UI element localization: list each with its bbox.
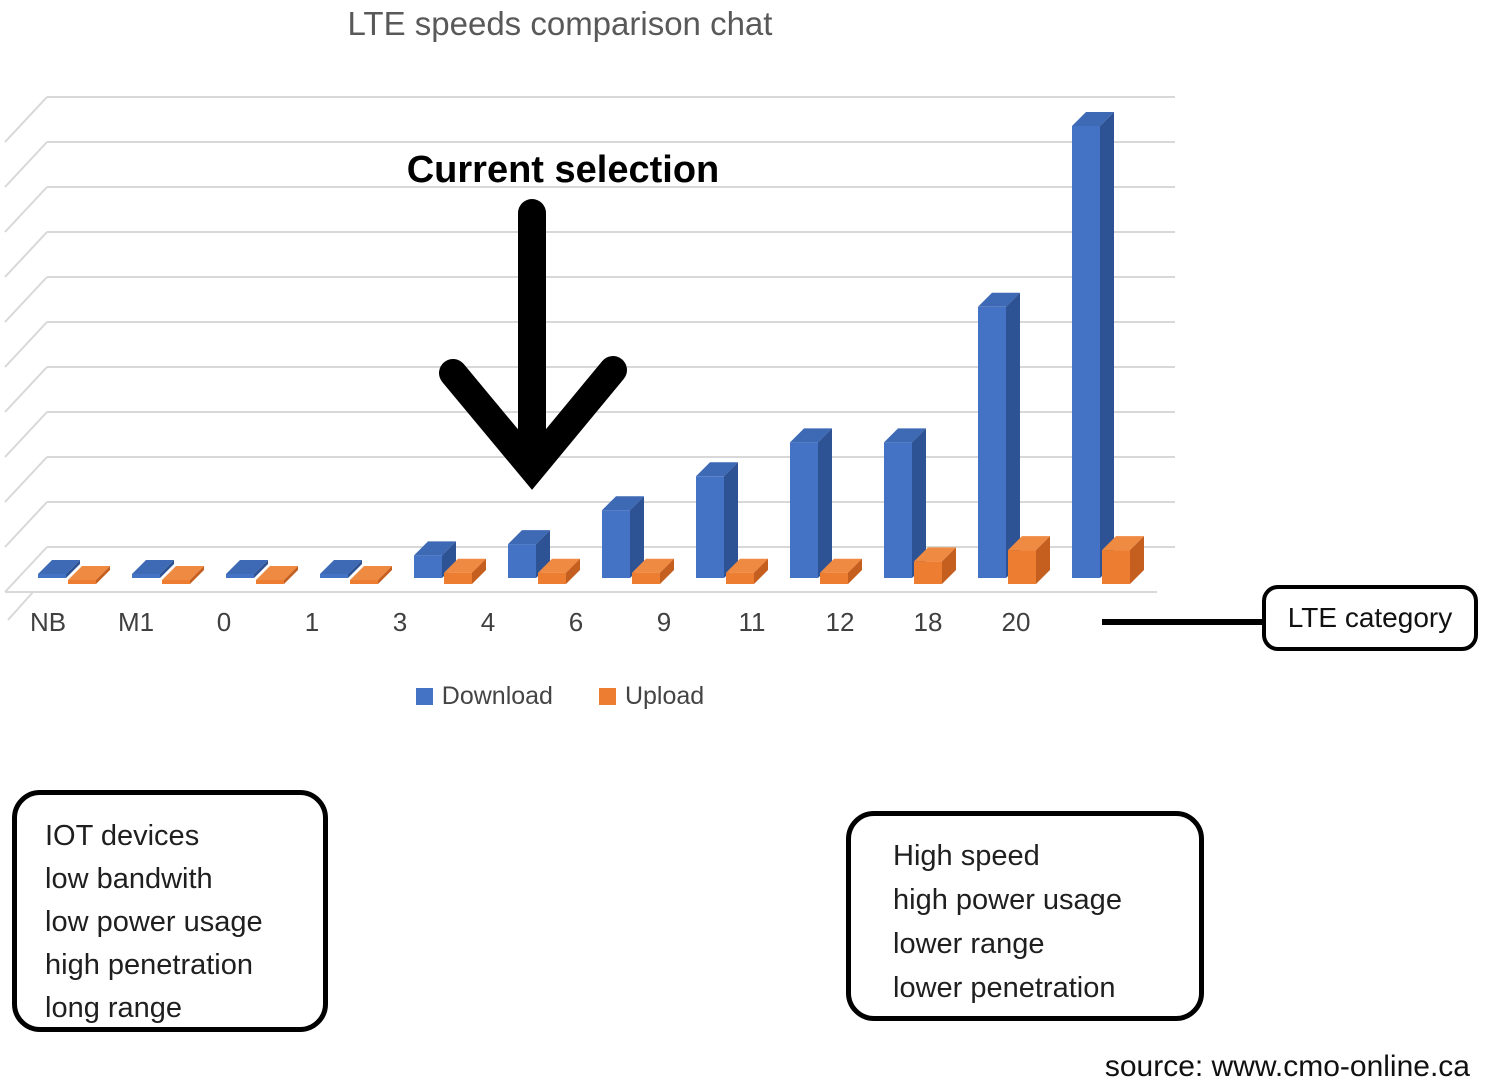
bar-upload-cat-9-side [754,558,768,584]
bar-upload-cat-4 [538,572,566,584]
x-axis-label-3: 3 [393,607,407,637]
gridline-diagonal [4,276,48,323]
legend-item-upload: Upload [598,682,705,711]
legend-label-upload: Upload [624,682,705,710]
bar-download-cat-20-side [1100,112,1114,578]
bar-upload-cat-M1 [162,580,190,584]
bar-upload-cat-12-side [942,547,956,584]
x-axis-label-0: 0 [217,607,231,637]
bar-download-cat-0 [226,574,254,578]
bar-upload-cat-11 [820,572,848,584]
legend-swatch-download [415,688,433,705]
bar-download-cat-4 [508,544,536,578]
gridline-diagonal [4,186,48,233]
bar-upload-cat-1-side [378,566,392,584]
bar-upload-cat-20 [1102,550,1130,584]
bar-download-cat-1-side [348,560,362,578]
legend-swatch-upload [598,688,616,705]
bar-download-cat-6 [602,510,630,578]
bar-upload-cat-11-side [848,558,862,584]
gridline-diagonal [4,321,48,368]
bar-download-cat-1 [320,574,348,578]
chart-legend: Download Upload [0,682,1120,711]
bar-download-cat-M1 [132,574,160,578]
x-axis-label-20: 20 [1002,607,1031,637]
current-selection-annotation: Current selection [406,149,720,191]
gridline-diagonal [4,546,48,593]
axis-corner-diagonal [7,591,34,621]
bar-download-cat-11-side [818,428,832,578]
bar-download-cat-20 [1072,126,1100,578]
bar-upload-cat-M1-side [190,566,204,584]
lte-category-callout: LTE category [1262,585,1478,651]
bar-upload-cat-6 [632,572,660,584]
bar-upload-cat-0-side [284,566,298,584]
bar-upload-cat-NB-side [96,566,110,584]
info-line: long range [45,992,183,1024]
bar-download-cat-18 [978,306,1006,578]
gridline-diagonal [4,96,48,143]
bar-upload-cat-9 [726,572,754,584]
bar-download-cat-3-side [442,541,456,578]
x-axis-label-9: 9 [657,607,671,637]
x-axis-label-4: 4 [481,607,495,637]
bar-download-cat-3 [414,555,442,578]
source-note: source: www.cmo-online.ca [1104,1050,1470,1083]
info-line: lower range [893,928,1045,960]
lte-3d-bar-chart: NB M1 0 1 3 4 6 9 11 12 18 20 [4,96,1175,637]
info-line: IOT devices [45,820,200,852]
legend-item-download: Download [415,682,553,711]
legend-label-download: Download [441,682,553,710]
info-line: high penetration [45,949,253,981]
gridline-diagonal [4,366,48,413]
bar-upload-cat-3 [444,572,472,584]
bar-upload-cat-3-side [472,558,486,584]
bar-download-cat-12-side [912,428,926,578]
bar-download-cat-11 [790,442,818,578]
bar-upload-cat-NB [68,580,96,584]
bar-upload-cat-4-side [566,558,580,584]
info-line: low bandwith [45,863,213,895]
x-axis-label-M1: M1 [118,607,154,637]
gridline-diagonal [4,456,48,503]
bar-download-cat-M1-side [160,560,174,578]
x-axis-label-1: 1 [305,607,319,637]
gridline-diagonal [4,231,48,278]
bar-upload-cat-0 [256,580,284,584]
info-line: low power usage [45,906,263,938]
bar-download-cat-NB [38,574,66,578]
x-axis-label-18: 18 [914,607,943,637]
gridline-diagonal [4,141,48,188]
x-axis-label-11: 11 [739,607,766,637]
bar-upload-cat-6-side [660,558,674,584]
x-axis-label-12: 12 [826,607,855,637]
iot-info-box: IOT devices low bandwith low power usage hi… [12,790,328,1032]
chart-title: LTE speeds comparison chat [347,5,773,42]
callout-connector-line [1102,619,1264,625]
bar-download-cat-NB-side [66,560,80,578]
plot-area: NB M1 0 1 3 4 6 9 11 12 18 20 [4,96,1175,637]
gridline-diagonal [4,501,48,548]
bar-upload-cat-18-side [1036,536,1050,584]
bar-download-cat-0-side [254,560,268,578]
x-axis-label-NB: NB [30,607,66,637]
gridline-diagonal [4,411,48,458]
bar-upload-cat-1 [350,580,378,584]
bar-download-cat-9-side [724,462,738,578]
high-speed-info-box: High speed high power usage lower range low… [846,811,1204,1021]
bar-download-cat-12 [884,442,912,578]
bar-download-cat-6-side [630,496,644,578]
bar-upload-cat-18 [1008,550,1036,584]
bar-download-cat-9 [696,476,724,578]
info-line: lower penetration [893,972,1116,1004]
bar-upload-cat-20-side [1130,536,1144,584]
bar-upload-cat-12 [914,561,942,584]
x-axis-label-6: 6 [569,607,583,637]
info-line: high power usage [893,884,1122,916]
selection-arrow-icon [439,199,627,490]
info-line: High speed [893,840,1040,872]
bar-download-cat-18-side [1006,292,1020,578]
lte-category-callout-label: LTE category [1287,602,1453,633]
